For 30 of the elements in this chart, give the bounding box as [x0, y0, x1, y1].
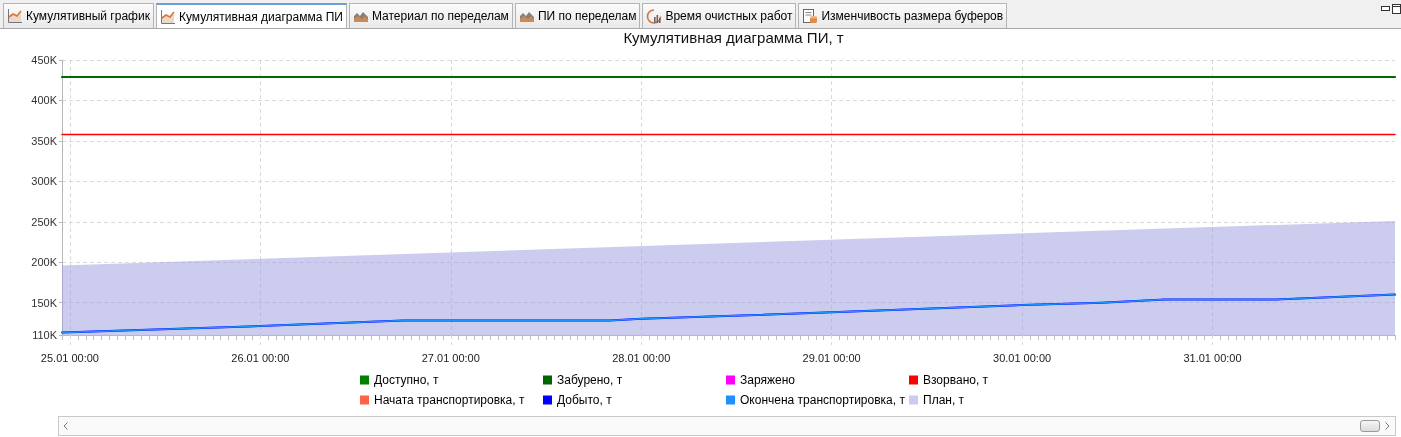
y-tick-label: 110K — [32, 329, 58, 341]
legend-label: Заряжено — [740, 373, 796, 387]
tab: Материал по переделам — [348, 3, 513, 28]
legend-label: Начата транспортировка, т — [374, 393, 525, 407]
tab: Кумулятивный график — [3, 3, 154, 28]
legend-label: Окончена транспортировка, т — [740, 393, 906, 407]
legend-label: Забурено, т — [557, 373, 623, 387]
y-tick-label: 350K — [31, 134, 58, 147]
y-tick-label: 200K — [31, 256, 58, 269]
x-tick-label: 27.01 00:00 — [421, 351, 480, 364]
tab: Кумулятивная диаграмма ПИ — [155, 3, 347, 28]
x-tick-label: 31.01 00:00 — [1183, 351, 1242, 364]
legend-label: Добыто, т — [557, 393, 613, 407]
tab: Изменчивость размера буферов — [798, 3, 1008, 28]
x-tick-label: 28.01 00:00 — [612, 351, 671, 364]
tab: ПИ по переделам — [514, 3, 641, 28]
y-tick-label: 450K — [31, 54, 58, 66]
legend-label: Доступно, т — [374, 373, 440, 387]
chart-title: Кумулятивная диаграмма ПИ, т — [623, 29, 844, 46]
legend-label: План, т — [923, 393, 965, 407]
y-tick-label: 250K — [31, 215, 58, 228]
x-tick-label: 26.01 00:00 — [231, 351, 290, 364]
x-tick-label: 30.01 00:00 — [993, 351, 1052, 364]
y-tick-label: 400K — [31, 94, 58, 107]
legend-label: Взорвано, т — [923, 373, 989, 387]
x-tick-label: 25.01 00:00 — [40, 351, 99, 364]
y-tick-label: 150K — [31, 296, 58, 309]
x-tick-label: 29.01 00:00 — [802, 351, 861, 364]
y-tick-label: 300K — [31, 175, 58, 188]
tab: Время очистных работ — [642, 3, 797, 28]
